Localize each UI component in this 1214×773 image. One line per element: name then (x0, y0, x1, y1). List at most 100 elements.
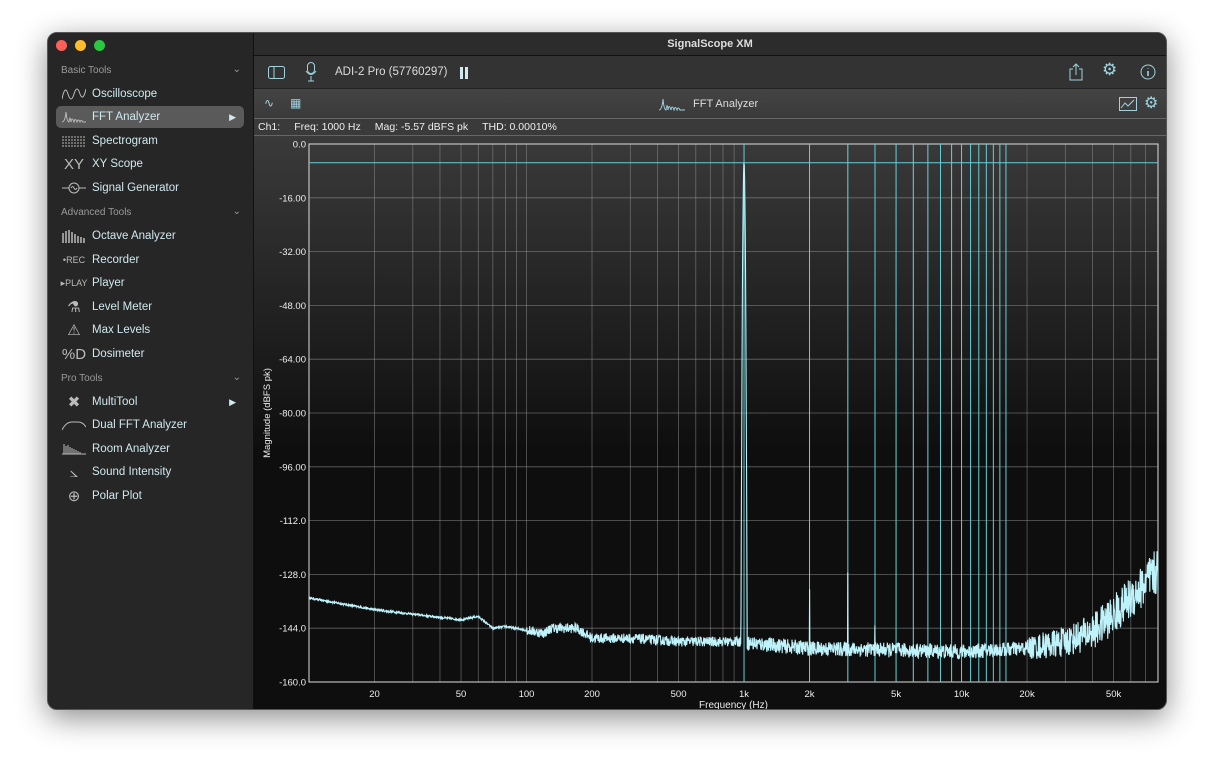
sidebar-item-dosimeter[interactable]: %D Dosimeter (56, 343, 244, 365)
sidebar-item-label: Sound Intensity (92, 466, 172, 478)
sidebar-item-label: Octave Analyzer (92, 230, 176, 242)
sidebar-item-label: Level Meter (92, 301, 153, 313)
x-tick-label: 200 (584, 689, 600, 700)
spectrogram-icon (60, 135, 88, 147)
dosimeter-icon: %D (61, 345, 87, 363)
x-tick-label: 1k (739, 689, 749, 700)
y-tick-label: 0.0 (293, 140, 306, 151)
sidebar-item-octave-analyzer[interactable]: Octave Analyzer (56, 225, 244, 247)
sidebar-item-label: Spectrogram (92, 135, 158, 147)
channel-label: Ch1: (258, 121, 281, 133)
sidebar-item-label: Polar Plot (92, 490, 142, 502)
sidebar-item-spectrogram[interactable]: Spectrogram (56, 130, 244, 152)
fft-chart[interactable]: 0.0 -16.00 -32.00 -48.00 -64.00 -80.00 -96.00 -… (254, 136, 1167, 710)
document-icon[interactable]: ▦ (290, 96, 302, 110)
y-tick-label: -80.00 (279, 409, 306, 420)
x-tick-label: 5k (891, 689, 901, 700)
y-tick-label: -32.00 (279, 247, 306, 258)
x-tick-label: 50k (1106, 689, 1122, 700)
analyzer-title: FFT Analyzer (693, 98, 759, 110)
thd-readout: THD: 0.00010% (482, 121, 557, 133)
sidebar-item-recorder[interactable]: •REC Recorder (56, 249, 244, 271)
microphone-icon[interactable] (305, 62, 317, 82)
x-tick-label: 10k (954, 689, 970, 700)
chevron-down-icon[interactable]: ⌄ (232, 206, 241, 217)
measurement-status: Ch1: Freq: 1000 Hz Mag: -5.57 dBFS pk THD: … (254, 119, 1166, 136)
close-button[interactable] (56, 40, 67, 51)
info-icon[interactable] (1140, 64, 1156, 80)
play-arrow-icon[interactable]: ▶ (229, 111, 236, 122)
frequency-readout: Freq: 1000 Hz (294, 121, 361, 133)
sidebar-item-level-meter[interactable]: ⚗ Level Meter (56, 296, 244, 318)
x-axis-label: Frequency (Hz) (699, 700, 768, 710)
y-tick-label: -64.00 (279, 355, 306, 366)
y-axis-label: Magnitude (dBFS pk) (262, 368, 273, 458)
sidebar-section-basic-tools[interactable]: Basic Tools ⌄ (61, 64, 241, 76)
sidebar-item-label: Player (92, 277, 125, 289)
polar-plot-icon: ⊕ (67, 488, 81, 505)
oscilloscope-wave-icon (60, 88, 88, 100)
plot-frame (308, 143, 1159, 683)
chart-display-icon[interactable] (1119, 97, 1137, 111)
sidebar-item-multitool[interactable]: ✖ MultiTool ▶ (56, 391, 244, 413)
pause-icon[interactable] (459, 67, 469, 79)
analyzer-header: ∿ ▦ FFT Analyzer ⚙ (254, 89, 1166, 119)
sidebar-item-signal-generator[interactable]: Signal Generator (56, 177, 244, 199)
x-tick-label: 50 (456, 689, 467, 700)
x-tick-label: 20 (369, 689, 380, 700)
toolbar: ADI-2 Pro (57760297) ⚙ (254, 56, 1166, 89)
magnitude-readout: Mag: -5.57 dBFS pk (374, 121, 469, 133)
fft-icon (60, 111, 88, 123)
play-arrow-icon[interactable]: ▶ (229, 396, 236, 407)
play-icon: ▸PLAY (60, 277, 88, 288)
section-label: Basic Tools (61, 65, 112, 76)
window-controls (56, 40, 105, 51)
chevron-down-icon[interactable]: ⌄ (232, 372, 241, 383)
warning-triangle-icon: ⚠ (67, 322, 81, 339)
window-title: SignalScope XM (254, 33, 1166, 56)
sidebar: Basic Tools ⌄ Oscilloscope FFT Analyzer ▶ Spe… (48, 33, 254, 709)
level-meter-icon: ⚗ (67, 299, 81, 316)
y-tick-label: -112.0 (280, 516, 306, 527)
sidebar-item-label: Signal Generator (92, 182, 179, 194)
sidebar-item-sound-intensity[interactable]: ⦣ Sound Intensity (56, 461, 244, 483)
analyzer-settings-icon[interactable]: ⚙ (1144, 95, 1159, 112)
input-device-label[interactable]: ADI-2 Pro (57760297) (335, 66, 448, 78)
sidebar-item-label: MultiTool (92, 396, 138, 408)
settings-gear-icon[interactable]: ⚙ (1102, 60, 1118, 79)
signal-generator-icon (60, 182, 88, 194)
sidebar-item-label: FFT Analyzer (92, 111, 161, 123)
x-tick-label: 100 (519, 689, 535, 700)
octave-bars-icon (60, 229, 88, 243)
minimize-button[interactable] (75, 40, 86, 51)
room-analyzer-icon (60, 443, 88, 455)
sidebar-item-oscilloscope[interactable]: Oscilloscope (56, 83, 244, 105)
sidebar-item-label: Dual FFT Analyzer (92, 419, 188, 431)
sidebar-section-pro-tools[interactable]: Pro Tools ⌄ (61, 372, 241, 384)
fft-plot[interactable]: 0.0 -16.00 -32.00 -48.00 -64.00 -80.00 -96.00 -… (254, 136, 1166, 709)
sidebar-item-fft-analyzer[interactable]: FFT Analyzer ▶ (56, 106, 244, 128)
chevron-down-icon[interactable]: ⌄ (232, 64, 241, 75)
sidebar-item-xy-scope[interactable]: XY XY Scope (56, 153, 244, 175)
dual-fft-icon (60, 419, 88, 431)
y-tick-label: -160.0 (279, 678, 306, 689)
sidebar-item-max-levels[interactable]: ⚠ Max Levels (56, 319, 244, 341)
sidebar-section-advanced-tools[interactable]: Advanced Tools ⌄ (61, 206, 241, 218)
sidebar-item-label: Dosimeter (92, 348, 145, 360)
xy-icon: XY (63, 155, 84, 173)
rec-icon: •REC (62, 255, 86, 265)
x-tick-label: 2k (804, 689, 814, 700)
sidebar-item-player[interactable]: ▸PLAY Player (56, 272, 244, 294)
waveform-input-icon[interactable]: ∿ (264, 96, 275, 110)
sidebar-item-polar-plot[interactable]: ⊕ Polar Plot (56, 485, 244, 507)
sidebar-item-dual-fft-analyzer[interactable]: Dual FFT Analyzer (56, 414, 244, 436)
y-tick-label: -48.00 (279, 301, 306, 312)
sidebar-item-label: XY Scope (92, 158, 143, 170)
sidebar-item-room-analyzer[interactable]: Room Analyzer (56, 438, 244, 460)
sidebar-toggle-icon[interactable] (268, 66, 285, 79)
app-window: Basic Tools ⌄ Oscilloscope FFT Analyzer ▶ Spe… (47, 32, 1167, 710)
sidebar-item-label: Oscilloscope (92, 88, 158, 100)
zoom-button[interactable] (94, 40, 105, 51)
share-icon[interactable] (1069, 63, 1083, 81)
sidebar-item-label: Max Levels (92, 324, 151, 336)
